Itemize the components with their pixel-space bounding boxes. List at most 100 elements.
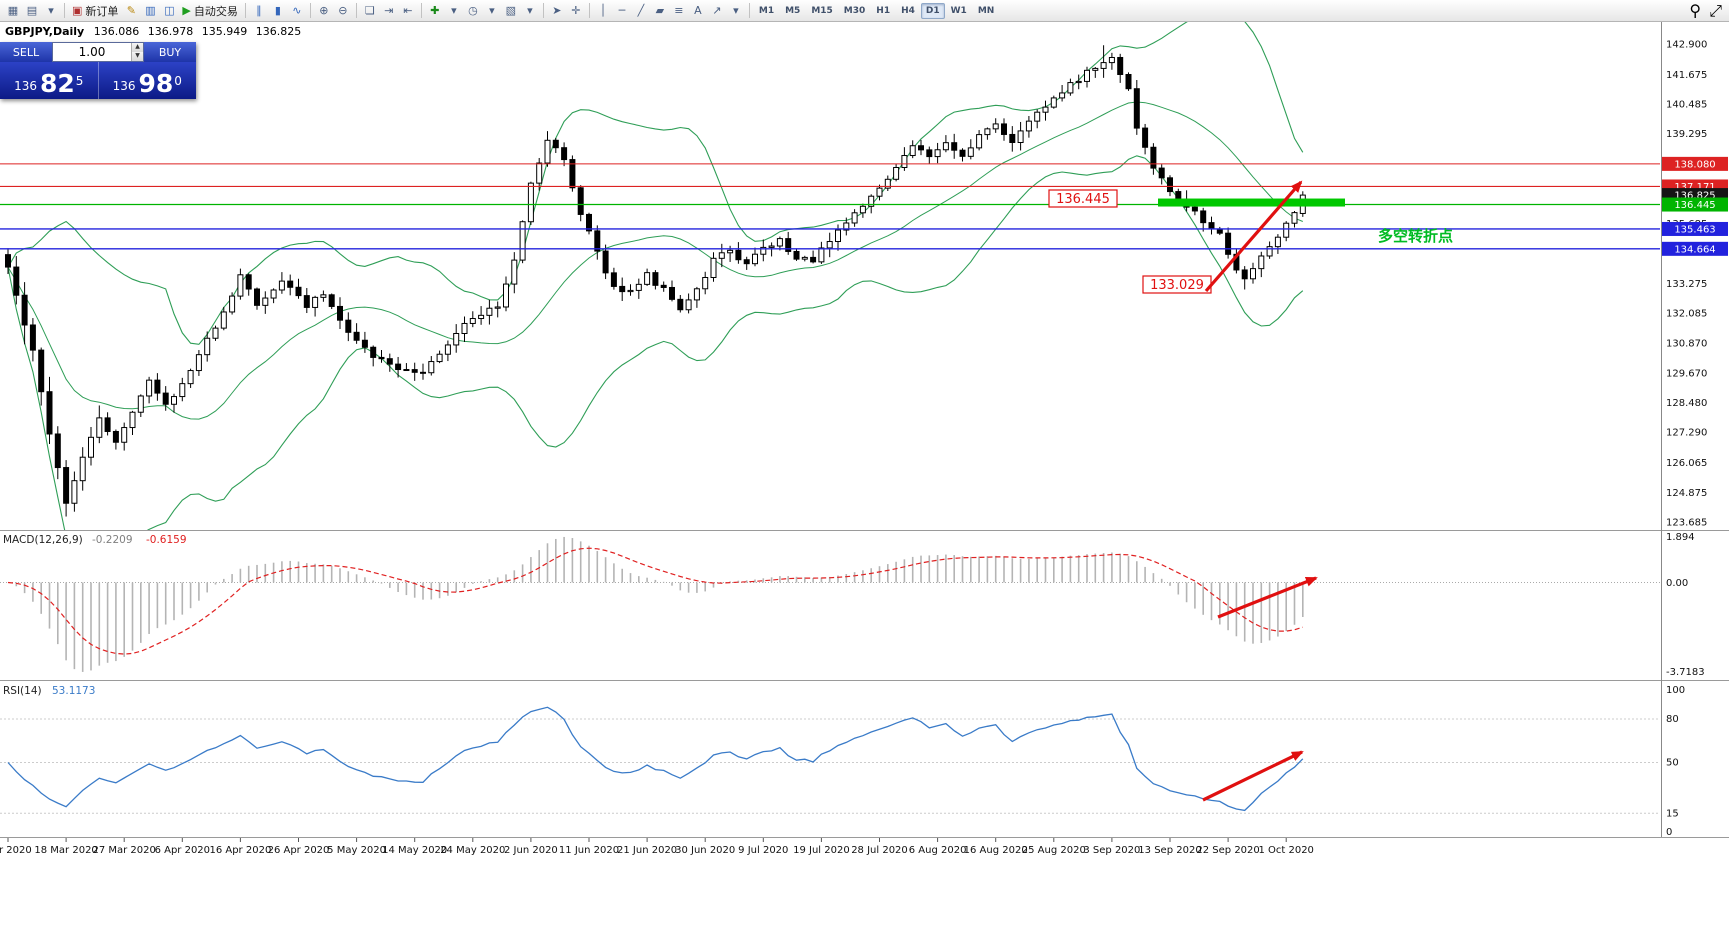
horizontal-line-button[interactable]: ─ [613,2,631,20]
price-tick-label: 128.480 [1666,398,1707,409]
arrows-arrow-icon-icon: ▾ [733,4,739,17]
sell-button[interactable]: SELL [0,42,52,62]
bid-big: 82 [39,69,75,98]
rsi-value: 53.1173 [52,685,95,697]
volume-field[interactable]: 1.00 ▲ ▼ [52,42,144,62]
zoom-out-icon: ⊖ [338,4,348,17]
zoom-out-button[interactable]: ⊖ [334,2,352,20]
timeframe-m5[interactable]: M5 [785,5,801,16]
low-value: 135.949 [201,25,248,38]
price-tick-label: 142.900 [1666,40,1707,51]
timeframe-m15[interactable]: M15 [811,5,833,16]
price-box-support-2: 134.664 [1662,241,1728,256]
toolbar-separator [588,3,590,18]
arrows-tool-button[interactable]: ↗ [708,2,726,20]
timeframe-h1[interactable]: H1 [876,5,891,16]
autotrading-button[interactable]: ▶ 自动交易 [179,2,240,20]
price-scale: 142.900141.675140.485139.295135.685133.2… [1662,40,1728,528]
zoom-in-button[interactable]: ⊕ [315,2,333,20]
timeframe-mn[interactable]: MN [977,5,995,16]
callout-136445[interactable]: 136.445 [1048,189,1118,208]
svg-text:136.445: 136.445 [1674,200,1715,211]
rsi-axis-label: 15 [1666,808,1679,819]
timeframe-d1[interactable]: D1 [920,2,945,19]
fibonacci-button[interactable]: ≡ [670,2,688,20]
periods-arrow-icon[interactable]: ▾ [483,2,501,20]
chart-shift-button[interactable]: ⇤ [399,2,417,20]
macd-axis-zero: 0.00 [1666,578,1688,589]
templates-arrow-icon-icon: ▾ [527,4,533,17]
toolbar-separator [309,3,311,18]
timeframe-h4[interactable]: H4 [901,5,915,16]
trendline-button[interactable]: ╱ [632,2,650,20]
new-order-button[interactable]: ▣ 新订单 [69,2,121,20]
date-label: 19 Jul 2020 [793,845,850,856]
price-tick-label: 126.065 [1666,458,1707,469]
toolbar-separator [542,3,544,18]
candlestick-chart-button[interactable]: ▮ [269,2,287,20]
tile-windows-button[interactable]: ❏ [361,2,379,20]
cursor-icon: ➤ [552,4,562,17]
rsi-label: RSI(14) [3,685,42,697]
one-click-trading-panel: SELL 1.00 ▲ ▼ BUY 136 82 5 136 98 0 [0,42,196,99]
periods-button[interactable]: ◷ [464,2,482,20]
templates-button[interactable]: ▧ [502,2,520,20]
timeframe-w1[interactable]: W1 [950,5,967,16]
channel-icon: ▰ [655,4,665,17]
timeframe-m1[interactable]: M1 [758,5,775,16]
market-watch-button[interactable]: ▥ [141,2,159,20]
date-label: 6 Apr 2020 [155,845,210,856]
line-chart-icon: ∿ [292,4,302,17]
trend-arrow-rsi[interactable] [1202,750,1304,802]
metaeditor-button[interactable]: ✎ [122,2,140,20]
bid-price[interactable]: 136 82 5 [0,62,99,99]
trend-arrow-macd[interactable] [1217,576,1318,619]
chart-shift-icon: ⇤ [403,4,413,17]
buy-button[interactable]: BUY [144,42,196,62]
toolbar-separator [748,3,750,18]
line-chart-button[interactable]: ∿ [288,2,306,20]
profiles-button[interactable]: ▤ [23,2,41,20]
indicators-button[interactable]: ✚ [426,2,444,20]
templates-arrow-icon[interactable]: ▾ [521,2,539,20]
indicators-arrow-icon[interactable]: ▾ [445,2,463,20]
date-label: 22 Sep 2020 [1196,845,1259,856]
cursor-button[interactable]: ➤ [548,2,566,20]
tile-windows-icon: ❏ [364,4,375,17]
search-icon[interactable]: ⚲ [1689,1,1702,20]
ask-price[interactable]: 136 98 0 [99,62,197,99]
volume-down-icon[interactable]: ▼ [131,52,143,61]
volume-value[interactable]: 1.00 [78,45,106,59]
svg-text:135.463: 135.463 [1674,224,1715,235]
bar-chart-button[interactable]: ∥ [250,2,268,20]
volume-up-icon[interactable]: ▲ [131,43,143,52]
timeframe-m30[interactable]: M30 [843,5,866,16]
date-label: 14 May 2020 [382,845,447,856]
vertical-line-button[interactable]: │ [594,2,612,20]
date-label: 16 Apr 2020 [209,845,271,856]
key-zone-rectangle[interactable] [1158,198,1345,207]
crosshair-button[interactable]: ✛ [567,2,585,20]
trendline-icon: ╱ [637,4,645,17]
bid-prefix: 136 [14,79,37,93]
ask-sup: 0 [174,74,182,88]
crosshair-icon: ✛ [571,4,581,17]
arrows-arrow-icon[interactable]: ▾ [727,2,745,20]
date-label: 26 Apr 2020 [268,845,330,856]
expand-icon[interactable]: ⤢ [1709,0,1722,20]
text-button[interactable]: A [689,2,707,20]
profiles-arrow-icon[interactable]: ▾ [42,2,60,20]
new-chart-button[interactable]: ▦ [4,2,22,20]
channel-button[interactable]: ▰ [651,2,669,20]
trend-arrow-main[interactable] [1204,180,1303,293]
auto-scroll-button[interactable]: ⇥ [380,2,398,20]
rsi-axis-label: 80 [1666,714,1679,725]
macd-histogram [15,536,1304,672]
date-label: 2 Jun 2020 [504,845,558,856]
indicators-icon: ✚ [430,4,440,17]
navigator-button[interactable]: ◫ [160,2,178,20]
callout-133029[interactable]: 133.029 [1142,275,1212,294]
date-label: 30 Jun 2020 [675,845,735,856]
